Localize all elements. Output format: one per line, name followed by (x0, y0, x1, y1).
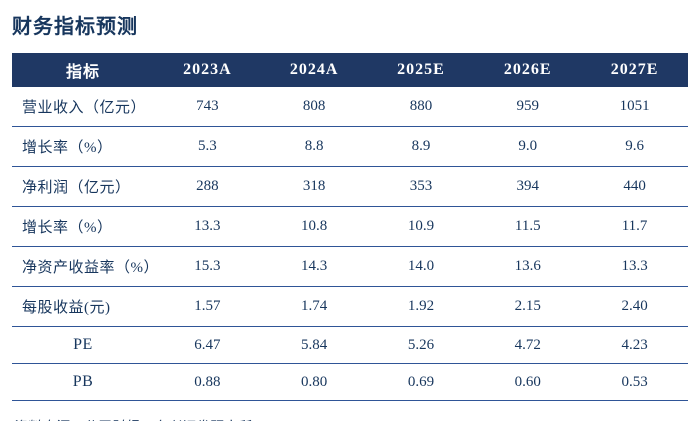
row-label: 净资产收益率（%） (12, 246, 154, 287)
header-cell-metric: 指标 (12, 53, 154, 87)
row-value: 10.9 (367, 206, 475, 247)
row-value: 440 (581, 166, 688, 207)
row-value: 5.3 (153, 126, 261, 167)
row-value: 2.15 (474, 286, 582, 327)
row-value: 6.47 (153, 326, 261, 364)
financial-forecast-table: 指标 2023A 2024A 2025E 2026E 2027E 营业收入（亿元） 743 8… (12, 53, 688, 401)
header-cell-year: 2024A (260, 53, 368, 87)
row-value: 0.69 (367, 363, 475, 401)
row-value: 4.72 (474, 326, 582, 364)
table-row: 每股收益(元) 1.57 1.74 1.92 2.15 2.40 (12, 286, 688, 327)
row-value: 808 (260, 87, 368, 127)
page-title: 财务指标预测 (12, 16, 138, 38)
header-cell-year: 2023A (153, 53, 261, 87)
row-label: 增长率（%） (12, 206, 154, 247)
row-label: PE (12, 326, 154, 364)
row-value: 14.3 (260, 246, 368, 287)
row-value: 0.60 (474, 363, 582, 401)
table-body: 营业收入（亿元） 743 808 880 959 1051 增长率（%） 5.3 8.8 8.9 9… (12, 87, 688, 401)
table-row: 营业收入（亿元） 743 808 880 959 1051 (12, 87, 688, 127)
row-value: 9.6 (581, 126, 688, 167)
source-note: 资料来源：公司财报、东兴证券研究所 (12, 415, 688, 421)
row-value: 0.53 (581, 363, 688, 401)
row-value: 5.84 (260, 326, 368, 364)
row-label: 净利润（亿元） (12, 166, 154, 207)
table-row: PE 6.47 5.84 5.26 4.72 4.23 (12, 326, 688, 364)
row-value: 288 (153, 166, 261, 207)
row-label: 增长率（%） (12, 126, 154, 167)
row-value: 959 (474, 87, 582, 127)
row-value: 1051 (581, 87, 688, 127)
row-value: 1.92 (367, 286, 475, 327)
row-value: 15.3 (153, 246, 261, 287)
row-value: 880 (367, 87, 475, 127)
table-row: 增长率（%） 13.3 10.8 10.9 11.5 11.7 (12, 206, 688, 247)
table-row: 净资产收益率（%） 15.3 14.3 14.0 13.6 13.3 (12, 246, 688, 287)
row-value: 8.9 (367, 126, 475, 167)
row-value: 8.8 (260, 126, 368, 167)
row-value: 13.3 (153, 206, 261, 247)
row-value: 0.80 (260, 363, 368, 401)
table-row: PB 0.88 0.80 0.69 0.60 0.53 (12, 363, 688, 401)
row-value: 353 (367, 166, 475, 207)
row-value: 5.26 (367, 326, 475, 364)
row-value: 11.5 (474, 206, 582, 247)
row-value: 10.8 (260, 206, 368, 247)
row-value: 13.3 (581, 246, 688, 287)
row-value: 4.23 (581, 326, 688, 364)
row-value: 2.40 (581, 286, 688, 327)
row-value: 394 (474, 166, 582, 207)
row-value: 9.0 (474, 126, 582, 167)
row-value: 13.6 (474, 246, 582, 287)
row-value: 1.57 (153, 286, 261, 327)
header-cell-year: 2027E (581, 53, 688, 87)
row-value: 14.0 (367, 246, 475, 287)
header-cell-year: 2025E (367, 53, 475, 87)
row-value: 1.74 (260, 286, 368, 327)
table-row: 增长率（%） 5.3 8.8 8.9 9.0 9.6 (12, 126, 688, 167)
row-value: 318 (260, 166, 368, 207)
row-label: 每股收益(元) (12, 286, 154, 327)
table-row: 净利润（亿元） 288 318 353 394 440 (12, 166, 688, 207)
row-label: 营业收入（亿元） (12, 87, 154, 127)
row-value: 743 (153, 87, 261, 127)
row-value: 0.88 (153, 363, 261, 401)
header-cell-year: 2026E (474, 53, 582, 87)
row-value: 11.7 (581, 206, 688, 247)
table-head: 指标 2023A 2024A 2025E 2026E 2027E (12, 53, 688, 87)
row-label: PB (12, 363, 154, 401)
table-header-row: 指标 2023A 2024A 2025E 2026E 2027E (12, 53, 688, 87)
